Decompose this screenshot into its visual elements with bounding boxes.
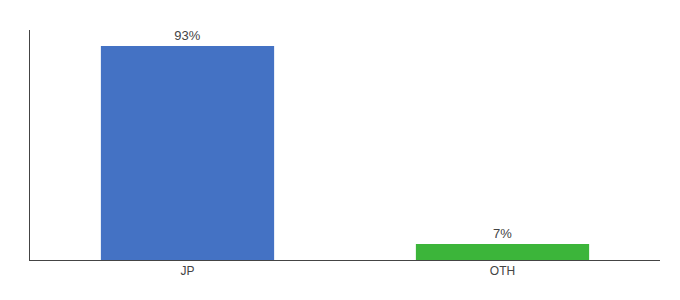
svg-text:93%: 93% <box>174 28 200 43</box>
svg-text:7%: 7% <box>493 226 512 241</box>
svg-text:JP: JP <box>180 264 194 278</box>
svg-text:OTH: OTH <box>490 264 515 278</box>
